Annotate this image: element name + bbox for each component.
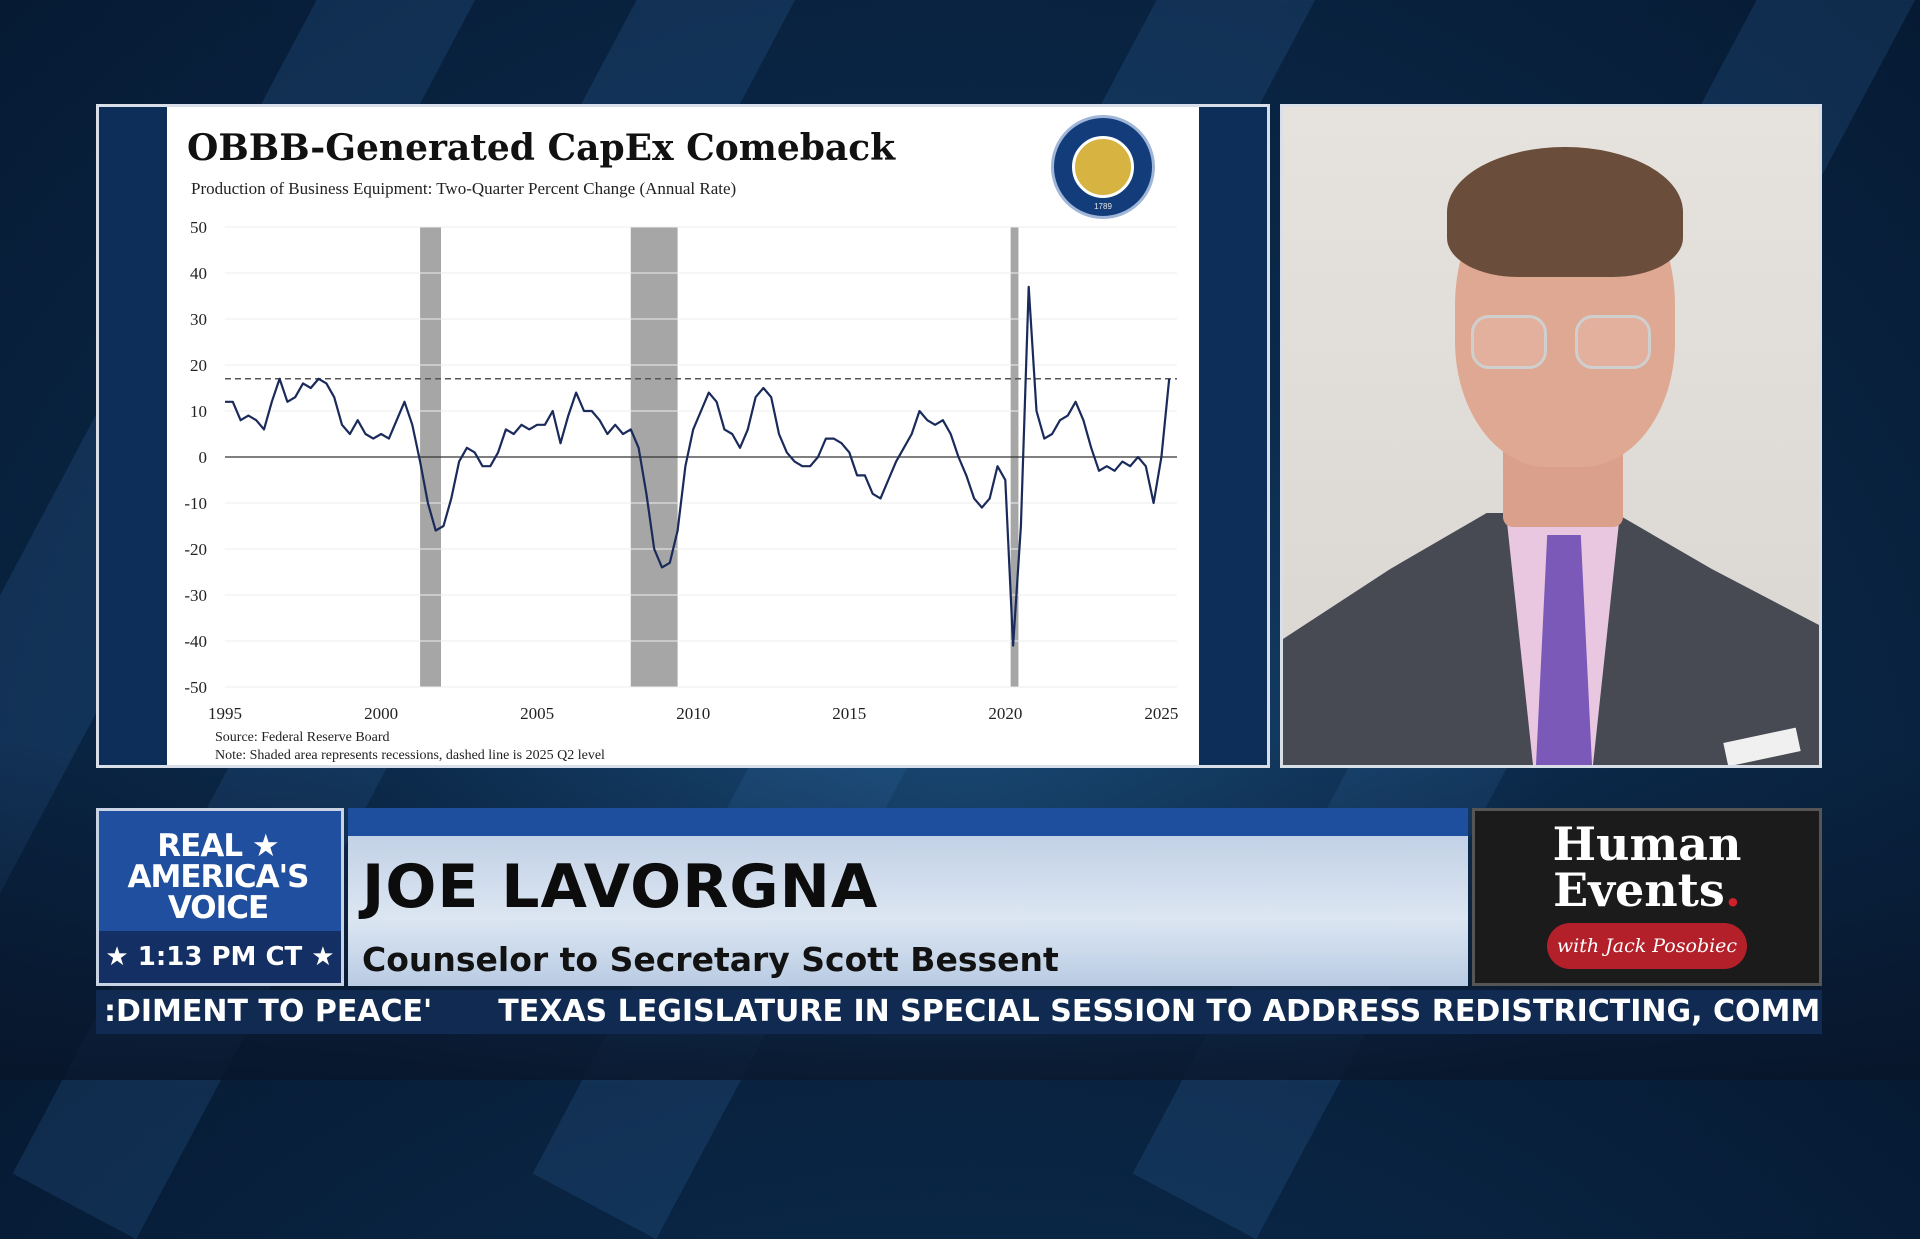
y-tick-label: -50 [184, 678, 207, 697]
guest-title: Counselor to Secretary Scott Bessent [362, 940, 1059, 979]
guest-hair [1447, 147, 1683, 277]
y-tick-label: -40 [184, 632, 207, 651]
glasses-lens-icon [1575, 315, 1651, 369]
show-title-dot: . [1724, 863, 1741, 917]
guest-video-feed [1280, 104, 1822, 768]
show-logo: Human Events. with Jack Posobiec [1472, 808, 1822, 986]
x-tick-label: 2010 [676, 704, 710, 723]
x-tick-label: 2020 [988, 704, 1022, 723]
y-tick-label: 30 [190, 310, 207, 329]
x-tick-label: 2005 [520, 704, 554, 723]
y-tick-label: -30 [184, 586, 207, 605]
y-tick-label: 10 [190, 402, 207, 421]
ticker-item: :DIMENT TO PEACE' [104, 994, 433, 1029]
guest-nameplate: JOE LAVORGNA Counselor to Secretary Scot… [348, 808, 1468, 986]
guest-name: JOE LAVORGNA [362, 852, 879, 922]
seal-year: 1789 [1094, 202, 1112, 211]
chart-title: OBBB-Generated CapEx Comeback [187, 127, 896, 169]
y-tick-label: -20 [184, 540, 207, 559]
guest-tie [1536, 535, 1592, 765]
network-logo-text: REAL ★ AMERICA'S VOICE [127, 828, 310, 926]
chart-note: Note: Shaded area represents recessions,… [215, 748, 605, 763]
y-tick-label: 50 [190, 218, 207, 237]
chart-side-bar-right [1199, 107, 1267, 765]
show-title: Human Events. [1475, 821, 1819, 913]
y-tick-label: 0 [199, 448, 208, 467]
show-title-word: Events [1553, 863, 1725, 917]
y-tick-label: 40 [190, 264, 207, 283]
chart-subtitle: Production of Business Equipment: Two-Qu… [191, 179, 737, 198]
y-tick-label: -10 [184, 494, 207, 513]
ticker-text: :DIMENT TO PEACE' TEXAS LEGISLATURE IN SP… [104, 990, 1822, 1034]
show-host: with Jack Posobiec [1547, 923, 1747, 969]
network-logo: REAL ★ AMERICA'S VOICE ★ 1:13 PM CT ★ [96, 808, 344, 986]
broadcast-time: ★ 1:13 PM CT ★ [99, 931, 341, 983]
glasses-lens-icon [1471, 315, 1547, 369]
chart-panel: 50 40 30 20 10 0 -10 -20 -30 -40 -50 1995 2000 2005 20… [96, 104, 1270, 768]
ticker-item: TEXAS LEGISLATURE IN SPECIAL SESSION TO … [498, 994, 1822, 1029]
x-tick-label: 2015 [832, 704, 866, 723]
chart-source: Source: Federal Reserve Board [215, 730, 390, 745]
y-tick-label: 20 [190, 356, 207, 375]
x-tick-label: 2000 [364, 704, 398, 723]
lower-third-banner: REAL ★ AMERICA'S VOICE ★ 1:13 PM CT ★ JO… [96, 808, 1822, 986]
series-line [225, 285, 1171, 647]
news-ticker: :DIMENT TO PEACE' TEXAS LEGISLATURE IN SP… [96, 990, 1822, 1034]
treasury-seal-icon: 1789 [1051, 115, 1155, 219]
x-tick-label: 2025 [1144, 704, 1178, 723]
show-title-line-2: Events. [1475, 867, 1819, 913]
chart-side-bar-left [99, 107, 167, 765]
chart-source-note: Source: Federal Reserve Board Note: Shad… [215, 729, 605, 765]
seal-shield-icon [1072, 136, 1134, 198]
x-tick-label: 1995 [208, 704, 242, 723]
show-title-line-1: Human [1552, 817, 1742, 871]
